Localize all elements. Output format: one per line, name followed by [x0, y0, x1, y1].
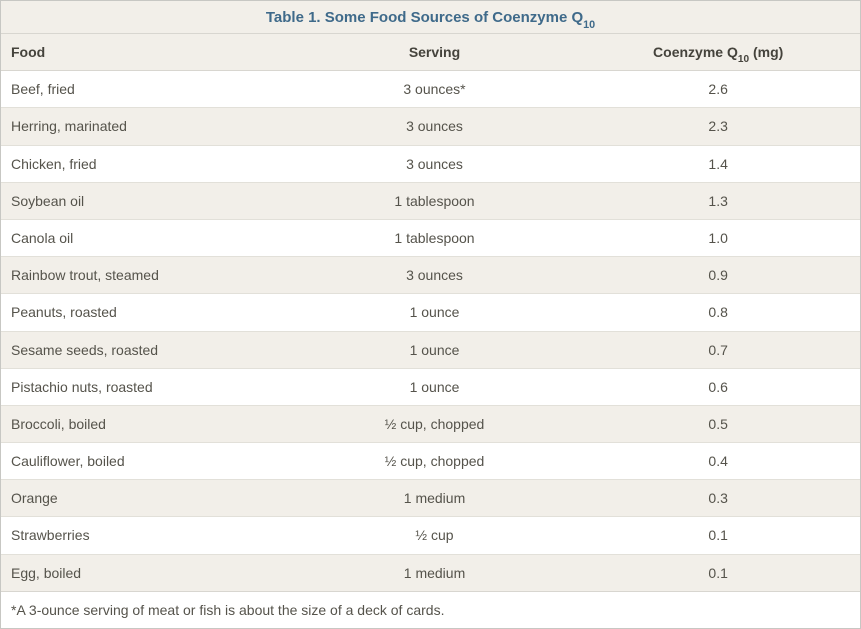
- cell-coq10: 0.1: [576, 554, 860, 591]
- cell-coq10: 1.4: [576, 145, 860, 182]
- cell-serving: 3 ounces: [293, 257, 577, 294]
- cell-food: Chicken, fried: [1, 145, 293, 182]
- table-row: Sesame seeds, roasted 1 ounce 0.7: [1, 331, 860, 368]
- col-coq10-header-prefix: Coenzyme Q: [653, 44, 738, 60]
- cell-food: Rainbow trout, steamed: [1, 257, 293, 294]
- table-row: Canola oil 1 tablespoon 1.0: [1, 219, 860, 256]
- table-row: Soybean oil 1 tablespoon 1.3: [1, 182, 860, 219]
- cell-serving: 3 ounces*: [293, 71, 577, 108]
- cell-coq10: 0.1: [576, 517, 860, 554]
- cell-serving: 1 ounce: [293, 294, 577, 331]
- table-row: Egg, boiled 1 medium 0.1: [1, 554, 860, 591]
- table-row: Peanuts, roasted 1 ounce 0.8: [1, 294, 860, 331]
- cell-coq10: 0.8: [576, 294, 860, 331]
- table-row: Broccoli, boiled ½ cup, chopped 0.5: [1, 405, 860, 442]
- table-body: Beef, fried 3 ounces* 2.6 Herring, marin…: [1, 71, 860, 628]
- col-coq10-header: Coenzyme Q10 (mg): [576, 34, 860, 71]
- cell-food: Sesame seeds, roasted: [1, 331, 293, 368]
- cell-serving: 1 ounce: [293, 368, 577, 405]
- data-table: Food Serving Coenzyme Q10 (mg) Beef, fri…: [1, 34, 860, 628]
- footnote-text: *A 3-ounce serving of meat or fish is ab…: [1, 591, 860, 628]
- cell-serving: 1 medium: [293, 554, 577, 591]
- cell-coq10: 1.0: [576, 219, 860, 256]
- footnote-row: *A 3-ounce serving of meat or fish is ab…: [1, 591, 860, 628]
- cell-coq10: 0.5: [576, 405, 860, 442]
- cell-food: Peanuts, roasted: [1, 294, 293, 331]
- cell-food: Soybean oil: [1, 182, 293, 219]
- cell-serving: ½ cup: [293, 517, 577, 554]
- cell-coq10: 2.6: [576, 71, 860, 108]
- header-row: Food Serving Coenzyme Q10 (mg): [1, 34, 860, 71]
- table-row: Orange 1 medium 0.3: [1, 480, 860, 517]
- cell-food: Strawberries: [1, 517, 293, 554]
- cell-serving: 1 tablespoon: [293, 219, 577, 256]
- table-row: Beef, fried 3 ounces* 2.6: [1, 71, 860, 108]
- cell-serving: ½ cup, chopped: [293, 443, 577, 480]
- cell-serving: 1 tablespoon: [293, 182, 577, 219]
- cell-serving: 3 ounces: [293, 108, 577, 145]
- cell-food: Egg, boiled: [1, 554, 293, 591]
- cell-coq10: 1.3: [576, 182, 860, 219]
- table-row: Cauliflower, boiled ½ cup, chopped 0.4: [1, 443, 860, 480]
- cell-coq10: 0.7: [576, 331, 860, 368]
- cell-serving: 3 ounces: [293, 145, 577, 182]
- cell-coq10: 0.4: [576, 443, 860, 480]
- cell-food: Orange: [1, 480, 293, 517]
- cell-serving: 1 ounce: [293, 331, 577, 368]
- col-serving-header: Serving: [293, 34, 577, 71]
- cell-food: Pistachio nuts, roasted: [1, 368, 293, 405]
- table-row: Herring, marinated 3 ounces 2.3: [1, 108, 860, 145]
- cell-food: Cauliflower, boiled: [1, 443, 293, 480]
- table-row: Chicken, fried 3 ounces 1.4: [1, 145, 860, 182]
- cell-coq10: 0.6: [576, 368, 860, 405]
- table-title: Table 1. Some Food Sources of Coenzyme Q…: [1, 1, 860, 34]
- cell-food: Broccoli, boiled: [1, 405, 293, 442]
- col-coq10-header-suffix: (mg): [749, 44, 783, 60]
- col-food-header: Food: [1, 34, 293, 71]
- cell-food: Canola oil: [1, 219, 293, 256]
- cell-serving: 1 medium: [293, 480, 577, 517]
- cell-food: Herring, marinated: [1, 108, 293, 145]
- table-title-text: Table 1. Some Food Sources of Coenzyme Q: [266, 9, 583, 26]
- cell-coq10: 0.9: [576, 257, 860, 294]
- cell-coq10: 2.3: [576, 108, 860, 145]
- cell-coq10: 0.3: [576, 480, 860, 517]
- food-coq10-table: Table 1. Some Food Sources of Coenzyme Q…: [0, 0, 861, 629]
- cell-serving: ½ cup, chopped: [293, 405, 577, 442]
- table-row: Pistachio nuts, roasted 1 ounce 0.6: [1, 368, 860, 405]
- table-title-sub: 10: [583, 19, 595, 31]
- col-coq10-header-sub: 10: [738, 54, 749, 65]
- cell-food: Beef, fried: [1, 71, 293, 108]
- table-row: Strawberries ½ cup 0.1: [1, 517, 860, 554]
- table-row: Rainbow trout, steamed 3 ounces 0.9: [1, 257, 860, 294]
